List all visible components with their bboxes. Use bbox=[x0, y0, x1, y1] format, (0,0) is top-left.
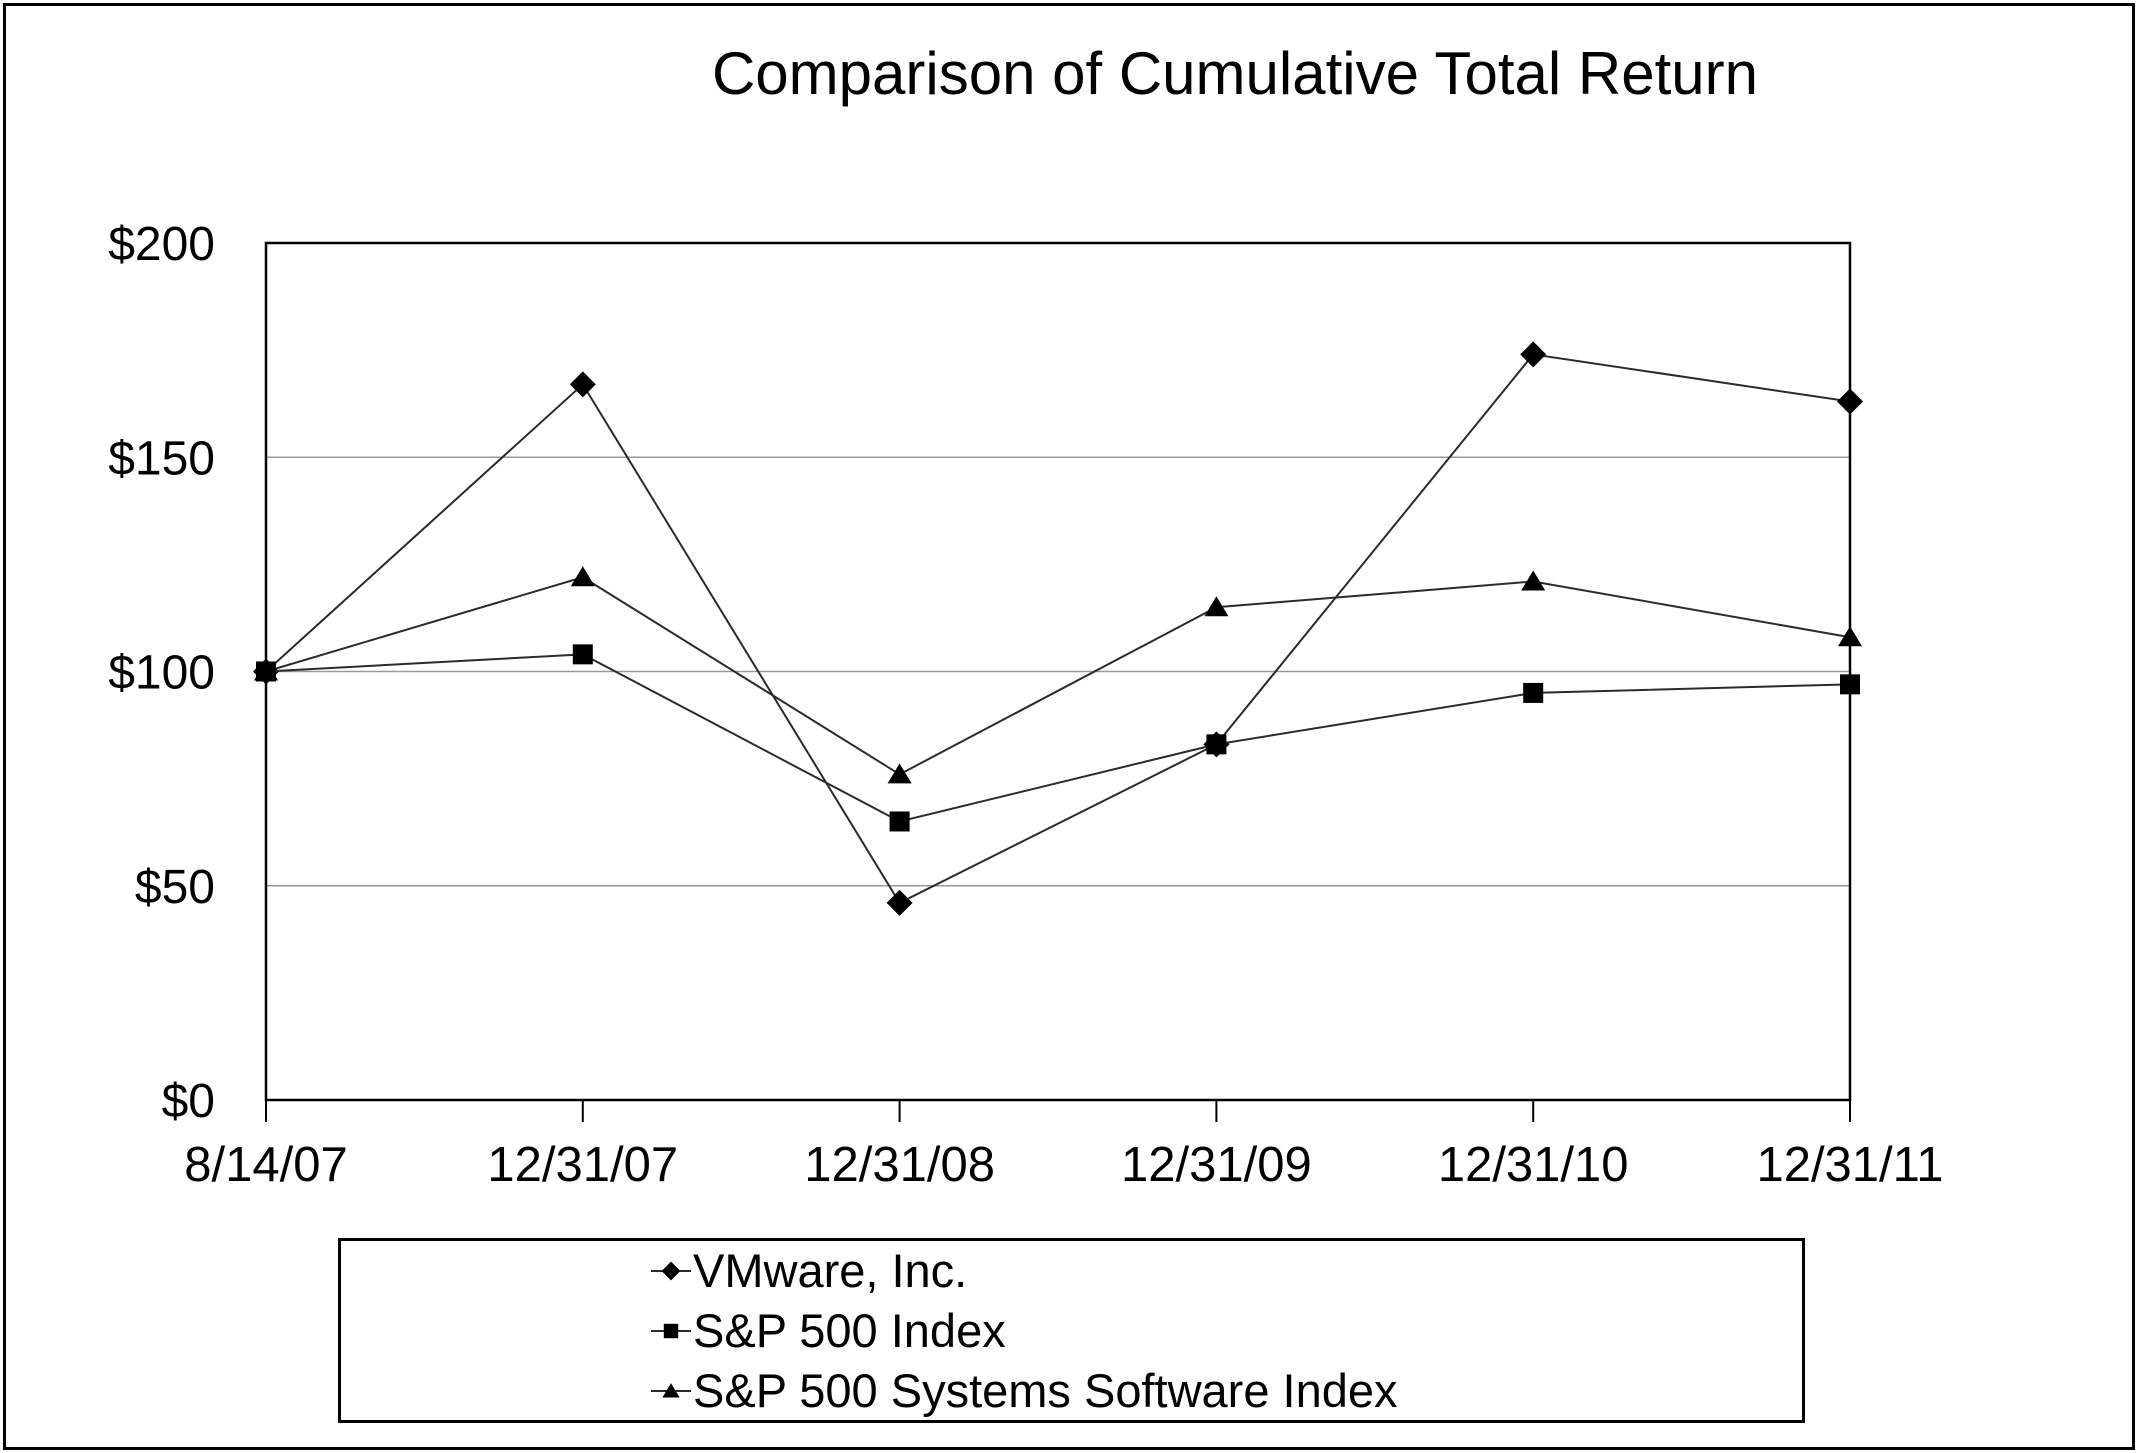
data-point-diamond-5 bbox=[1837, 388, 1863, 415]
chart-legend: VMware, Inc. S&P 500 Index S&P 500 Syste… bbox=[338, 1238, 1805, 1423]
legend-row-vmware: VMware, Inc. bbox=[649, 1241, 1494, 1301]
y-tick-label-50: $50 bbox=[135, 861, 215, 914]
series-line-diamond bbox=[265, 353, 1851, 905]
data-point-square-5 bbox=[1840, 674, 1860, 695]
data-point-diamond-4 bbox=[1520, 341, 1547, 368]
x-tick-label-2: 12/31/08 bbox=[804, 1138, 995, 1192]
data-point-square-4 bbox=[1523, 682, 1544, 703]
legend-label-vmware: VMware, Inc. bbox=[693, 1243, 968, 1297]
y-tick-label-200: $200 bbox=[108, 218, 215, 271]
x-tick-label-4: 12/31/10 bbox=[1438, 1138, 1629, 1192]
series-line-triangle bbox=[265, 576, 1851, 776]
legend-key-square bbox=[663, 1323, 679, 1338]
x-tick-label-5: 12/31/11 bbox=[1756, 1138, 1943, 1192]
chart-title: Comparison of Cumulative Total Return bbox=[711, 40, 1759, 107]
y-tick-label-0: $0 bbox=[162, 1075, 215, 1128]
data-point-square-3 bbox=[1206, 734, 1227, 755]
data-point-diamond-2 bbox=[886, 889, 913, 916]
legend-label-sp500: S&P 500 Index bbox=[693, 1303, 1006, 1357]
data-point-square-1 bbox=[572, 644, 593, 665]
legend-key-diamond bbox=[661, 1261, 681, 1280]
data-point-triangle-4 bbox=[1521, 570, 1546, 591]
triangle-marker-icon bbox=[651, 1382, 691, 1397]
data-point-square-0 bbox=[256, 661, 276, 682]
x-tick-label-3: 12/31/09 bbox=[1121, 1138, 1312, 1192]
data-point-triangle-2 bbox=[887, 763, 912, 784]
square-marker-icon bbox=[651, 1323, 691, 1338]
legend-entries: VMware, Inc. S&P 500 Index S&P 500 Syste… bbox=[649, 1241, 1494, 1421]
y-tick-label-100: $100 bbox=[108, 647, 215, 700]
data-point-diamond-1 bbox=[569, 371, 596, 398]
legend-row-sp500-systems-software: S&P 500 Systems Software Index bbox=[649, 1361, 1494, 1421]
legend-row-sp500: S&P 500 Index bbox=[649, 1301, 1494, 1361]
data-point-triangle-3 bbox=[1204, 596, 1229, 617]
data-point-triangle-5 bbox=[1838, 626, 1862, 647]
legend-label-sp500-systems-software: S&P 500 Systems Software Index bbox=[693, 1363, 1398, 1417]
x-tick-label-0: 8/14/07 bbox=[184, 1138, 348, 1192]
series-line-square bbox=[265, 653, 1851, 823]
legend-key-triangle bbox=[662, 1382, 680, 1397]
data-point-square-2 bbox=[889, 811, 910, 832]
y-tick-label-150: $150 bbox=[108, 432, 215, 485]
diamond-marker-icon bbox=[651, 1261, 691, 1280]
data-point-triangle-1 bbox=[570, 566, 595, 587]
x-tick-label-1: 12/31/07 bbox=[487, 1138, 678, 1192]
